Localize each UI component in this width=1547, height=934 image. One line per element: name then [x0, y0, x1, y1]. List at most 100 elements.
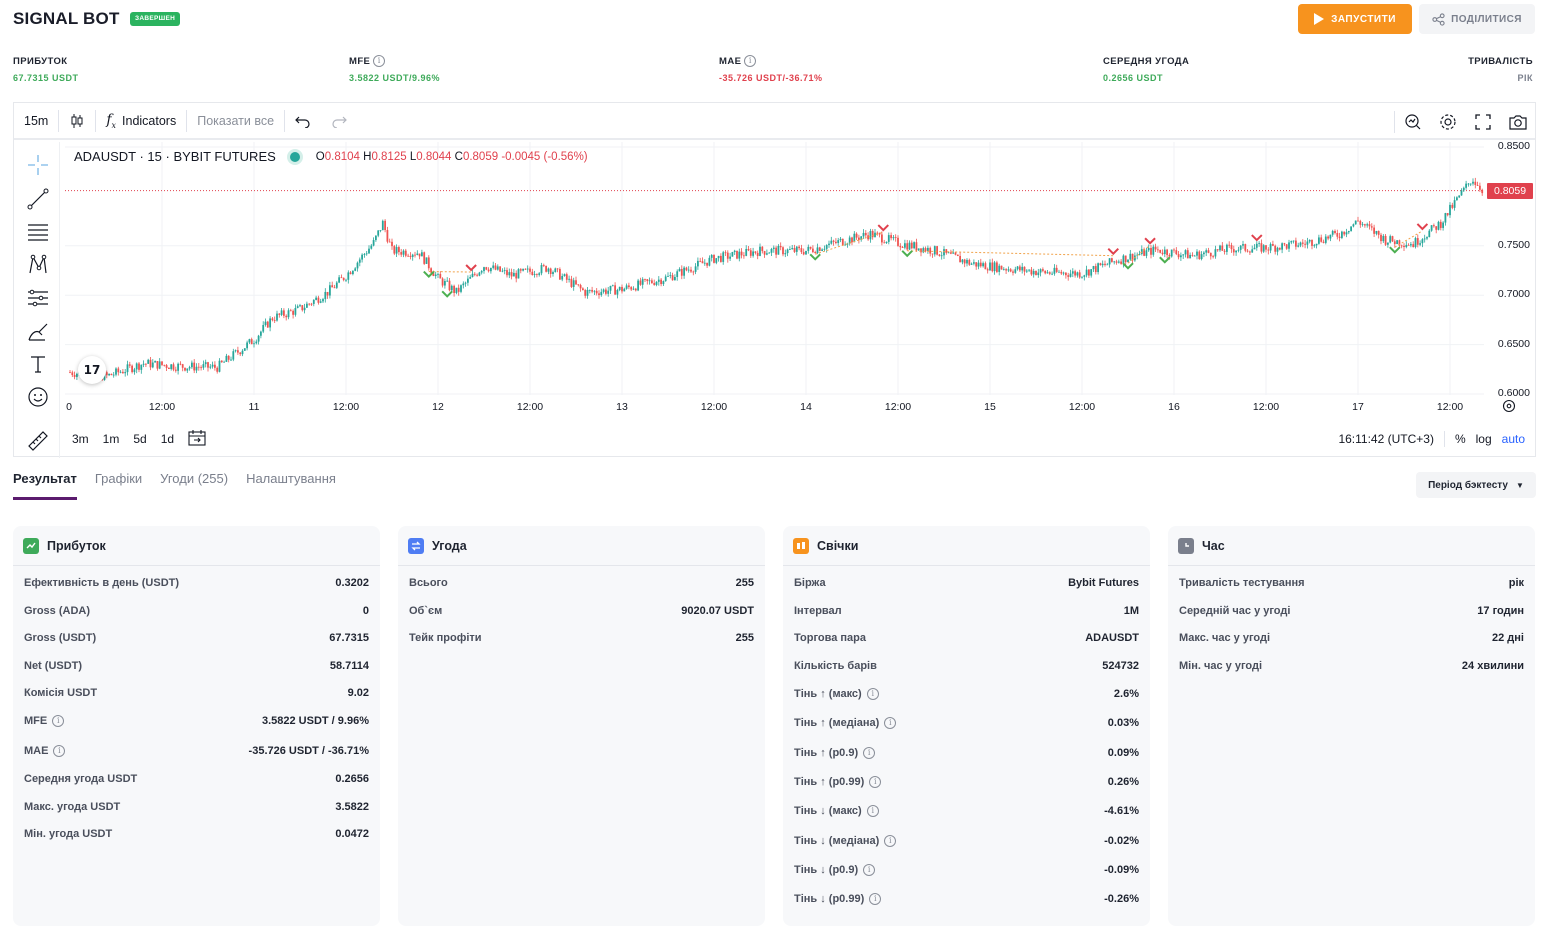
candle-body: [345, 279, 347, 281]
quick-search-button[interactable]: [1395, 103, 1430, 140]
candle-body: [1391, 236, 1394, 242]
show-all-button[interactable]: Показати все: [197, 113, 275, 128]
candle-body: [625, 285, 628, 289]
range-button[interactable]: 5d: [133, 432, 147, 446]
candle-body: [1193, 255, 1196, 257]
info-icon[interactable]: i: [53, 745, 66, 757]
info-icon[interactable]: i: [866, 688, 879, 700]
chart-type-button[interactable]: [59, 102, 95, 139]
candle-body: [1232, 249, 1235, 253]
candle-body: [552, 272, 554, 274]
stat-label: MAE: [719, 55, 742, 67]
time-axis[interactable]: 0 12:00 11 12:00 12 12:00 13 12:00 14 12:00 15 12:0…: [65, 396, 1484, 420]
fullscreen-button[interactable]: [1465, 103, 1500, 140]
candle-body: [1175, 250, 1178, 255]
tab-settings[interactable]: Налаштування: [246, 471, 336, 486]
trendline-tool[interactable]: [26, 187, 50, 211]
axis-settings-button[interactable]: [1502, 399, 1516, 418]
candle-body: [1028, 269, 1030, 271]
undo-button[interactable]: [285, 102, 321, 139]
text-tool[interactable]: [26, 352, 50, 376]
candle-body: [487, 269, 490, 272]
stat-row-label: Тривалість тестування: [1179, 577, 1305, 589]
stat-row: Біржа Bybit Futures: [794, 573, 1139, 593]
tab-charts[interactable]: Графіки: [94, 471, 143, 486]
pattern-tool[interactable]: [26, 253, 50, 277]
clock-readout[interactable]: 16:11:42 (UTC+3): [1338, 432, 1434, 446]
candle-body: [1189, 254, 1191, 259]
interval-button[interactable]: 15m: [24, 113, 49, 128]
candle-body: [506, 270, 508, 276]
log-scale-button[interactable]: log: [1475, 432, 1492, 446]
candle-body: [1157, 249, 1159, 251]
candle-body: [648, 280, 651, 282]
candle-body: [1037, 272, 1040, 276]
candle-body: [1097, 263, 1099, 273]
measure-tool[interactable]: [26, 429, 50, 453]
range-button[interactable]: 1m: [102, 432, 120, 446]
candle-body: [1184, 250, 1187, 255]
candle-body: [448, 280, 451, 291]
projection-tool[interactable]: [26, 286, 50, 310]
candle-body: [1019, 266, 1021, 271]
range-button[interactable]: 3m: [72, 432, 89, 446]
stat-mae: MAE i -35.726 USDT/-36.71%: [719, 54, 823, 83]
stat-row-value: 524732: [1102, 660, 1139, 672]
candle-body: [467, 278, 469, 283]
stat-row: MAE i -35.726 USDT / -36.71%: [24, 741, 369, 761]
info-icon[interactable]: i: [373, 55, 386, 67]
chart-icon: [23, 537, 39, 554]
emoji-tool[interactable]: [26, 385, 50, 409]
swap-icon: [408, 537, 424, 554]
tab-result[interactable]: Результат: [13, 470, 77, 500]
info-icon[interactable]: i: [744, 55, 757, 67]
price-axis[interactable]: 0.8500 0.7500 0.7000 0.6500 0.6000 0.8059: [1484, 140, 1536, 399]
indicators-button[interactable]: fx Indicators: [96, 102, 186, 139]
candle-body: [628, 285, 630, 288]
candle-body: [1446, 213, 1449, 216]
screenshot-button[interactable]: [1500, 103, 1535, 140]
candle-body: [200, 367, 202, 369]
stat-row-value: 22 дні: [1492, 632, 1524, 644]
candle-body: [287, 310, 290, 318]
sell-signal-marker: [877, 224, 889, 232]
info-icon[interactable]: i: [863, 864, 876, 876]
candle-body: [453, 285, 455, 293]
info-icon[interactable]: i: [884, 835, 897, 847]
tab-trades[interactable]: Угоди (255): [160, 471, 229, 486]
candle-body: [1439, 221, 1442, 228]
candle-body: [441, 278, 444, 286]
crosshair-tool[interactable]: [26, 153, 50, 177]
percent-scale-button[interactable]: %: [1454, 432, 1466, 446]
candle-body: [179, 363, 182, 365]
price-chart[interactable]: [65, 142, 1484, 395]
tradingview-logo[interactable]: 17: [78, 356, 106, 384]
stat-row-key: Тінь ↑ (медіана): [794, 717, 880, 729]
info-icon[interactable]: i: [866, 805, 879, 817]
candle-body: [473, 273, 476, 275]
candle-body: [736, 250, 738, 259]
candle-body: [936, 246, 938, 255]
fib-tool[interactable]: [26, 220, 50, 244]
candle-body: [1055, 267, 1058, 272]
range-button[interactable]: 1d: [160, 432, 175, 446]
candle-body: [519, 269, 522, 271]
info-icon[interactable]: i: [884, 717, 897, 729]
info-icon[interactable]: i: [869, 893, 882, 905]
brush-tool[interactable]: [26, 319, 50, 343]
divider: [95, 109, 97, 132]
candle-body: [598, 293, 600, 296]
auto-scale-button[interactable]: auto: [1501, 432, 1525, 446]
redo-button[interactable]: [321, 102, 357, 139]
goto-date-button[interactable]: [181, 429, 213, 449]
info-icon[interactable]: i: [869, 776, 882, 788]
share-button[interactable]: ПОДІЛИТИСЯ: [1419, 4, 1535, 34]
run-button[interactable]: ЗАПУСТИТИ: [1298, 4, 1412, 34]
candle-body: [163, 364, 166, 366]
info-icon[interactable]: i: [863, 747, 876, 759]
settings-button[interactable]: [1430, 103, 1465, 140]
candle-body: [756, 252, 759, 256]
backtest-period-dropdown[interactable]: Період бэктесту ▼: [1416, 472, 1536, 498]
time-tick-label: 15: [984, 401, 996, 413]
info-icon[interactable]: i: [52, 715, 65, 727]
